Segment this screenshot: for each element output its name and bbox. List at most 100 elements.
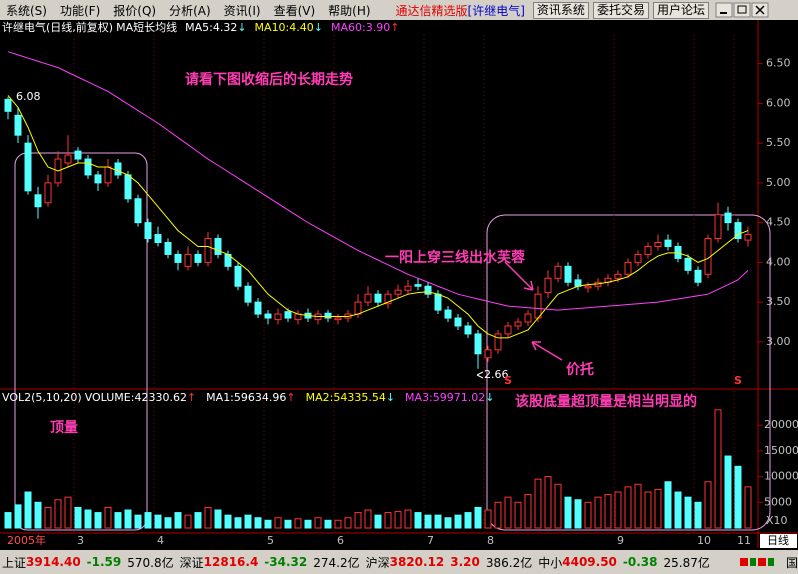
ma-value: MA5:4.32 <box>185 20 238 34</box>
candle-body <box>424 285 432 295</box>
annotation: 价托 <box>566 361 594 378</box>
volume-bar <box>514 501 522 529</box>
price-info: 许继电气(日线,前复权) MA短长均线 MA5:4.32 ↓ MA10:4.40 ↓ MA6… <box>0 20 798 35</box>
status-indicator <box>739 558 774 566</box>
volume-bar <box>434 514 442 529</box>
volume-bar <box>464 512 472 529</box>
menu-item[interactable]: 功能(F) <box>59 3 101 18</box>
candle-body <box>24 142 32 192</box>
volume-bar <box>84 509 92 529</box>
y-tick-label: 15000 <box>764 444 798 457</box>
candle-body <box>454 317 462 327</box>
arrow <box>476 371 484 379</box>
ma-line <box>7 95 749 339</box>
plot: 2005年 3 4 5 6 7 8 9 10 11 3.00 3.50 4.00 4.50 5.00 5.50… <box>4 35 798 547</box>
menu-item[interactable]: 查看(V) <box>273 3 316 18</box>
vol-value: MA2:54335.54 <box>305 390 386 404</box>
annotation: 该股底量超顶量是相当明显的 <box>515 393 697 410</box>
volume-bar <box>144 512 152 529</box>
ma-arrow: ↑ <box>390 20 400 34</box>
candle-body <box>474 333 482 355</box>
menu-item[interactable]: 系统(S) <box>6 3 47 18</box>
candle-body <box>544 277 552 294</box>
volume-bar <box>284 519 292 529</box>
ma-line <box>7 51 749 311</box>
index-amount: 25.87亿 <box>663 555 710 570</box>
x-tick-label: 4 <box>157 534 164 547</box>
candle-body <box>4 98 12 112</box>
maximize[interactable] <box>733 2 751 18</box>
volume-bar <box>734 465 742 529</box>
arrow <box>504 261 534 291</box>
candle-body <box>274 313 282 321</box>
candle-body <box>74 150 82 160</box>
index-change: -1.59 <box>86 555 122 569</box>
window-controls[interactable] <box>715 2 771 18</box>
volume-bar <box>384 512 392 529</box>
ma-arrow: ↓ <box>237 20 247 34</box>
volume-bar <box>664 481 672 529</box>
volume-bar <box>274 517 282 529</box>
volume-bar <box>594 496 602 529</box>
menu-button[interactable]: 资讯系统 <box>532 1 589 19</box>
signal: S <box>734 374 742 387</box>
volume-bar <box>44 506 52 529</box>
volume-bar <box>524 494 532 529</box>
volume-unit: X10 <box>766 514 788 527</box>
y-tick-label: 4.00 <box>766 255 791 268</box>
volume-bar <box>14 504 22 529</box>
vol-value: MA1:59634.96 <box>206 390 287 404</box>
volume-bar <box>224 514 232 529</box>
brand: 通达信精选版 <box>395 3 468 18</box>
volume-bar <box>374 514 382 529</box>
vol-arrow: ↑ <box>186 390 197 404</box>
candle-body <box>104 166 112 184</box>
volume-bar <box>394 511 402 529</box>
volume-bar <box>154 514 162 529</box>
vol-arrow: ↓ <box>385 390 396 404</box>
candle-body <box>684 257 692 271</box>
volume-bar <box>534 478 542 529</box>
y-tick-label: 6.50 <box>766 57 791 70</box>
candle-body <box>364 293 372 303</box>
arrow <box>531 341 563 361</box>
volume-bar <box>114 512 122 529</box>
candle-body <box>254 301 262 315</box>
volume-bar <box>414 512 422 529</box>
menu-item[interactable]: 资讯(I) <box>223 3 261 18</box>
volume-bar <box>74 506 82 529</box>
candle-body <box>624 261 632 275</box>
menu-button[interactable]: 用户论坛 <box>652 1 709 19</box>
candle-body <box>264 313 272 319</box>
minimize[interactable] <box>715 2 733 18</box>
candle-body <box>34 194 42 208</box>
menu-item[interactable]: 报价(Q) <box>113 3 157 18</box>
candle-body <box>464 325 472 335</box>
menu-item[interactable]: 分析(A) <box>169 3 211 18</box>
volume-bar <box>714 409 722 529</box>
index-change: -34.32 <box>264 555 308 569</box>
volume-bar <box>494 501 502 529</box>
y-tick-label: 5000 <box>764 495 792 508</box>
volume-bar <box>634 483 642 529</box>
menu-item[interactable]: 帮助(H) <box>328 3 371 18</box>
menu-button[interactable]: 委托交易 <box>592 1 649 19</box>
period-tab[interactable]: 日线 <box>767 533 789 547</box>
candle-body <box>554 265 562 279</box>
volume-bar <box>94 512 102 529</box>
volume-bar <box>364 509 372 529</box>
volume-bar <box>214 509 222 529</box>
candle-body <box>504 325 512 335</box>
volume-bar <box>194 512 202 529</box>
chart-bg <box>0 20 798 550</box>
x-tick-label: 10 <box>697 534 711 547</box>
volume-bar <box>204 506 212 529</box>
candle-body <box>724 212 732 224</box>
volume-bar <box>164 517 172 529</box>
index-value: 3820.12 <box>389 555 445 569</box>
menu-bar: 系统(S) 功能(F) 报价(Q) 分析(A) 资讯(I) 查看(V) 帮助(H) 通达信精选… <box>0 0 798 20</box>
y-tick-label: 20000 <box>764 418 798 431</box>
volume-bar <box>234 517 242 529</box>
candle-body <box>174 253 182 263</box>
candle-body <box>284 311 292 319</box>
